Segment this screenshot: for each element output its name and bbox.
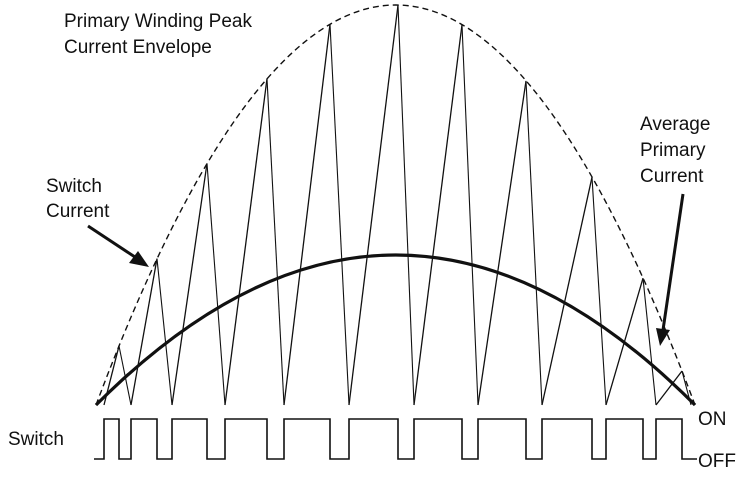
switch-current-fall: [329, 24, 350, 406]
switch-current-arrowhead: [129, 251, 149, 267]
switch-current-sawtooth: [103, 4, 692, 406]
average-current-label-line2: Primary: [640, 140, 706, 161]
average-current-label-line3: Current: [640, 166, 704, 187]
average-primary-current-curve: [94, 253, 697, 407]
switch-current-fall: [642, 278, 657, 406]
envelope-label-line2: Current Envelope: [64, 37, 212, 58]
switch-current-fall: [266, 78, 285, 406]
switch-current-fall: [156, 258, 173, 406]
switch-current-fall: [591, 177, 607, 406]
switch-current-fall: [525, 80, 543, 406]
switch-current-ramp: [171, 163, 208, 406]
switch-current-arrow: [87, 224, 149, 267]
average-current-label-line1: Average: [640, 114, 710, 135]
switch-current-label-line2: Current: [46, 201, 110, 222]
switch-current-ramp: [413, 24, 463, 406]
average-current-arrow: [656, 193, 685, 346]
switch-current-ramp: [130, 258, 158, 406]
switch-current-ramp: [283, 24, 331, 406]
switch-drive-waveform: [94, 418, 697, 460]
switch-current-fall: [397, 5, 415, 406]
switch-current-ramp: [477, 80, 527, 406]
switch-current-fall: [206, 163, 226, 406]
off-label: OFF: [698, 451, 736, 472]
switch-label: Switch: [8, 429, 64, 450]
switch-current-label-line1: Switch: [46, 176, 102, 197]
switch-current-ramp: [348, 4, 399, 406]
switch-current-ramp: [655, 370, 683, 406]
switch-current-fall: [461, 24, 479, 406]
switch-current-ramp: [541, 177, 593, 406]
on-label: ON: [698, 409, 727, 430]
envelope-label-line1: Primary Winding Peak: [64, 11, 252, 32]
switch-current-ramp: [224, 78, 268, 406]
average-current-arrowhead: [656, 328, 670, 346]
peak-current-envelope-curve: [95, 4, 696, 406]
